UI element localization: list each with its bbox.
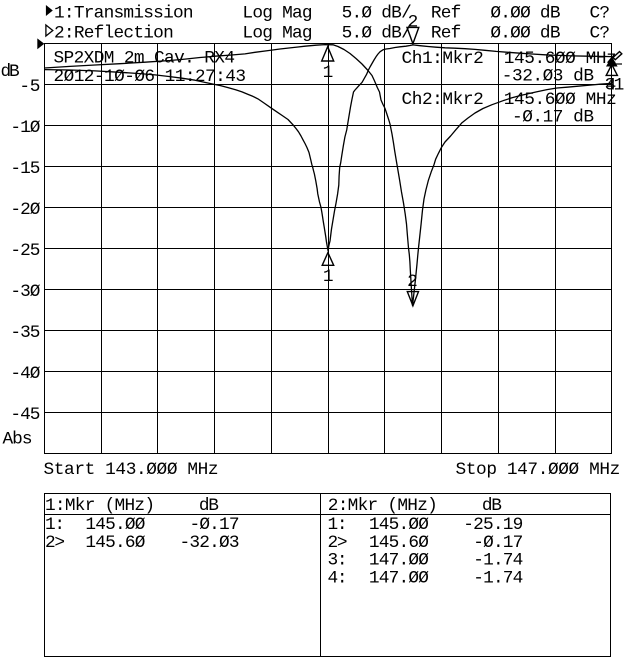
- svg-text:145.6Ø: 145.6Ø: [369, 533, 429, 553]
- svg-text:-3Ø: -3Ø: [10, 282, 40, 302]
- svg-text:-Ø.17: -Ø.17: [190, 515, 240, 535]
- svg-text:Start 143.ØØØ MHz: Start 143.ØØØ MHz: [44, 460, 219, 480]
- svg-text:Stop 147.ØØØ MHz: Stop 147.ØØØ MHz: [456, 460, 621, 480]
- svg-text:-35: -35: [10, 323, 40, 343]
- svg-text:-25.19: -25.19: [463, 515, 523, 535]
- svg-text:1: 1: [614, 75, 625, 95]
- svg-text:-45: -45: [10, 405, 40, 425]
- svg-text:1: 1: [323, 267, 334, 287]
- svg-text:4: 4: [606, 75, 617, 95]
- svg-text:Ch2:Mkr2 145.6ØØ MHz: Ch2:Mkr2 145.6ØØ MHz: [402, 90, 617, 110]
- svg-text:-4Ø: -4Ø: [10, 364, 40, 384]
- svg-text:2:Mkr (MHz): 2:Mkr (MHz): [328, 496, 438, 516]
- svg-text:2: 2: [407, 272, 418, 292]
- svg-text:-1Ø: -1Ø: [10, 118, 40, 138]
- svg-text:-5: -5: [19, 77, 40, 97]
- svg-text:147.ØØ: 147.ØØ: [369, 551, 429, 571]
- svg-text:-2Ø: -2Ø: [10, 200, 40, 220]
- svg-text:1:: 1:: [45, 515, 65, 535]
- svg-text:-1.74: -1.74: [473, 568, 523, 588]
- svg-text:145.ØØ: 145.ØØ: [369, 515, 429, 535]
- svg-text:1:Mkr (MHz): 1:Mkr (MHz): [45, 496, 155, 516]
- svg-text:1:: 1:: [328, 515, 348, 535]
- svg-text:-Ø.17 dB: -Ø.17 dB: [512, 108, 594, 128]
- svg-text:dB: dB: [482, 496, 502, 516]
- svg-text:SP2XDM 2m Cav. RX4: SP2XDM 2m Cav. RX4: [54, 48, 236, 68]
- svg-text:2>: 2>: [328, 533, 348, 553]
- svg-text:145.ØØ: 145.ØØ: [85, 515, 145, 535]
- svg-text:dB: dB: [199, 496, 219, 516]
- svg-text:1: 1: [323, 63, 334, 83]
- svg-text:4:: 4:: [328, 568, 348, 588]
- svg-text:3: 3: [605, 75, 616, 95]
- svg-text:Ch1:Mkr2 145.6ØØ MHz: Ch1:Mkr2 145.6ØØ MHz: [402, 49, 617, 69]
- svg-text:-15: -15: [10, 159, 40, 179]
- svg-text:-32.Ø3 dB: -32.Ø3 dB: [502, 67, 594, 87]
- svg-text:dB: dB: [1, 62, 20, 82]
- svg-text:145.6Ø: 145.6Ø: [85, 533, 145, 553]
- svg-text:2Ø12-1Ø-Ø6 11:27:43: 2Ø12-1Ø-Ø6 11:27:43: [54, 67, 247, 87]
- svg-text:2>: 2>: [45, 533, 65, 553]
- svg-text:-32.Ø3: -32.Ø3: [180, 533, 240, 553]
- svg-text:2:Reflection Log Mag 5: 2:Reflection Log Mag 5.Ø dB/ Ref Ø.ØØ dB…: [54, 23, 610, 43]
- svg-text:147.ØØ: 147.ØØ: [369, 568, 429, 588]
- svg-text:-1.74: -1.74: [473, 551, 523, 571]
- svg-text:Abs: Abs: [3, 430, 33, 450]
- svg-text:-Ø.17: -Ø.17: [473, 533, 523, 553]
- svg-text:-25: -25: [10, 241, 40, 261]
- svg-text:3:: 3:: [328, 551, 348, 571]
- svg-text:2: 2: [408, 13, 419, 33]
- svg-text:1:Transmission Log Mag 5: 1:Transmission Log Mag 5.Ø dB/ Ref Ø.ØØ …: [54, 3, 610, 23]
